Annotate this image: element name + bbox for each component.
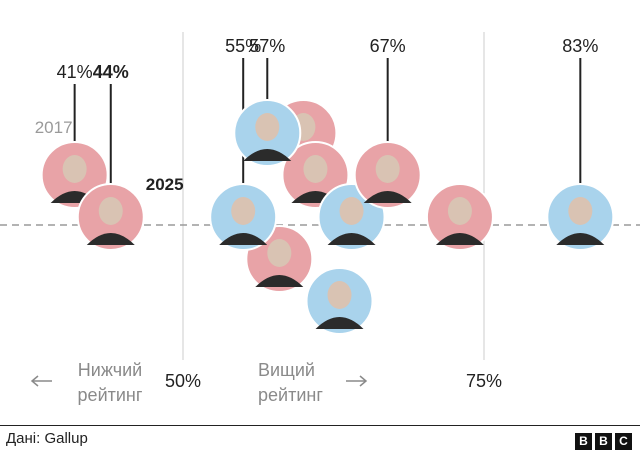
x-tick-label: 50%: [165, 371, 201, 391]
bbc-logo-letter: B: [595, 433, 612, 450]
portrait-suit: [86, 233, 135, 245]
portrait-suit: [327, 233, 376, 245]
low-rating-label: рейтинг: [78, 385, 143, 405]
value-label: 83%: [562, 36, 598, 56]
portrait-face: [303, 155, 328, 183]
portrait-suit: [556, 233, 605, 245]
portrait-face: [231, 197, 256, 225]
portrait-face: [568, 197, 593, 225]
president-portrait: [233, 99, 302, 167]
approval-chart: 41% 2017 44% 2025 55%57% 67% 83% 50% 75% Нижчий ре…: [0, 32, 640, 405]
portrait-face: [339, 197, 364, 225]
left-arrow-icon: [30, 375, 52, 387]
portrait-face: [98, 197, 123, 225]
portrait-suit: [243, 149, 292, 161]
president-portrait: [317, 183, 386, 251]
portrait-face: [62, 155, 87, 183]
president-portrait: [76, 183, 145, 251]
president-portrait: [353, 141, 422, 209]
portrait-suit: [315, 317, 364, 329]
portrait-suit: [363, 191, 412, 203]
x-tick-label: 75%: [466, 371, 502, 391]
footer-divider: [0, 425, 640, 426]
value-label: 41%: [57, 62, 93, 82]
portrait-suit: [435, 233, 484, 245]
right-arrow-icon: [346, 375, 368, 387]
portrait-face: [447, 197, 472, 225]
high-rating-label: Вищий: [258, 360, 315, 380]
value-label: 44%: [93, 62, 129, 82]
portrait-suit: [255, 275, 304, 287]
bbc-logo: B B C: [575, 433, 632, 450]
president-portrait: [425, 183, 494, 251]
portrait-face: [255, 113, 280, 141]
portrait-face: [375, 155, 400, 183]
year-label: 2025: [146, 175, 184, 194]
value-label: 67%: [370, 36, 406, 56]
portrait-suit: [219, 233, 268, 245]
bbc-logo-letter: B: [575, 433, 592, 450]
portrait-face: [327, 281, 352, 309]
source-note: Дані: Gallup: [6, 430, 88, 447]
president-portrait: [546, 183, 615, 251]
president-portrait: [209, 183, 278, 251]
bbc-logo-letter: C: [615, 433, 632, 450]
year-label: 2017: [35, 118, 73, 137]
president-portrait: [305, 267, 374, 335]
portrait-face: [267, 239, 292, 267]
low-rating-label: Нижчий: [78, 360, 142, 380]
value-label: 55%: [225, 36, 261, 56]
high-rating-label: рейтинг: [258, 385, 323, 405]
value-label: 57%: [249, 36, 285, 56]
